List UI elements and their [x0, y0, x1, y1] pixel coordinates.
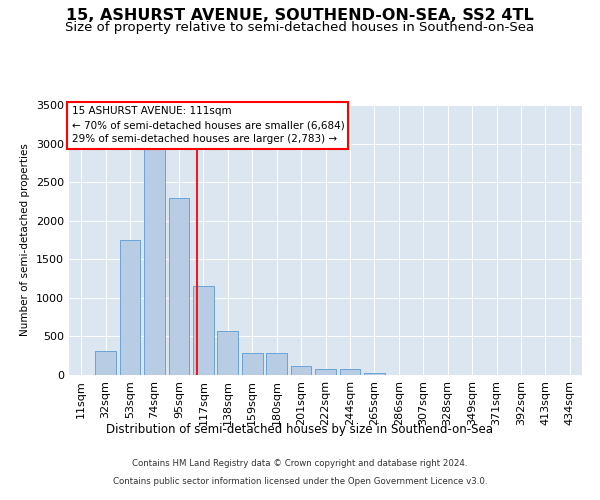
Bar — [340, 369, 361, 375]
Text: 15, ASHURST AVENUE, SOUTHEND-ON-SEA, SS2 4TL: 15, ASHURST AVENUE, SOUTHEND-ON-SEA, SS2… — [66, 8, 534, 22]
Bar — [315, 369, 336, 375]
Bar — [119, 240, 140, 375]
Bar — [144, 144, 165, 375]
Text: Contains public sector information licensed under the Open Government Licence v3: Contains public sector information licen… — [113, 477, 487, 486]
Bar — [169, 198, 190, 375]
Bar — [266, 352, 287, 375]
Y-axis label: Number of semi-detached properties: Number of semi-detached properties — [20, 144, 31, 336]
Bar — [217, 331, 238, 375]
Bar — [290, 366, 311, 375]
Text: Distribution of semi-detached houses by size in Southend-on-Sea: Distribution of semi-detached houses by … — [107, 422, 493, 436]
Text: 15 ASHURST AVENUE: 111sqm
← 70% of semi-detached houses are smaller (6,684)
29% : 15 ASHURST AVENUE: 111sqm ← 70% of semi-… — [71, 106, 344, 144]
Bar — [242, 352, 263, 375]
Text: Size of property relative to semi-detached houses in Southend-on-Sea: Size of property relative to semi-detach… — [65, 21, 535, 34]
Bar — [364, 372, 385, 375]
Text: Contains HM Land Registry data © Crown copyright and database right 2024.: Contains HM Land Registry data © Crown c… — [132, 458, 468, 468]
Bar — [95, 351, 116, 375]
Bar — [193, 286, 214, 375]
